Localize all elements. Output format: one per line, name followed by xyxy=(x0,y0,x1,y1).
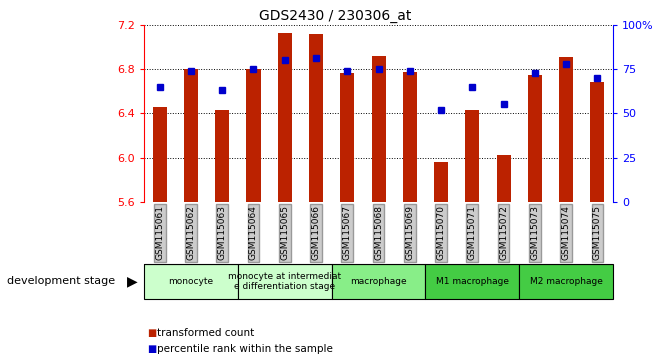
FancyBboxPatch shape xyxy=(519,264,613,299)
Bar xyxy=(434,162,448,202)
Text: GSM115072: GSM115072 xyxy=(499,205,508,260)
Bar xyxy=(403,72,417,202)
Text: GSM115075: GSM115075 xyxy=(593,205,602,260)
Text: GSM115071: GSM115071 xyxy=(468,205,477,260)
Text: macrophage: macrophage xyxy=(350,277,407,286)
FancyBboxPatch shape xyxy=(425,264,519,299)
FancyBboxPatch shape xyxy=(332,264,425,299)
Bar xyxy=(184,69,198,202)
Bar xyxy=(590,82,604,202)
Text: percentile rank within the sample: percentile rank within the sample xyxy=(157,344,334,354)
Bar xyxy=(466,110,480,202)
Text: GSM115069: GSM115069 xyxy=(405,205,414,260)
Bar xyxy=(247,69,261,202)
Text: GSM115061: GSM115061 xyxy=(155,205,164,260)
Text: M2 macrophage: M2 macrophage xyxy=(530,277,602,286)
Text: GSM115067: GSM115067 xyxy=(343,205,352,260)
Bar xyxy=(528,75,542,202)
Bar xyxy=(278,33,292,202)
Text: GSM115064: GSM115064 xyxy=(249,205,258,260)
Text: transformed count: transformed count xyxy=(157,328,255,338)
Text: GSM115070: GSM115070 xyxy=(437,205,446,260)
Bar xyxy=(559,57,573,202)
Bar xyxy=(215,110,229,202)
Text: GDS2430 / 230306_at: GDS2430 / 230306_at xyxy=(259,9,411,23)
Text: development stage: development stage xyxy=(7,276,115,286)
Text: ■: ■ xyxy=(147,328,157,338)
Text: M1 macrophage: M1 macrophage xyxy=(436,277,509,286)
Bar xyxy=(153,107,167,202)
FancyBboxPatch shape xyxy=(238,264,332,299)
Text: ▶: ▶ xyxy=(127,274,137,289)
Text: GSM115066: GSM115066 xyxy=(312,205,320,260)
Text: GSM115073: GSM115073 xyxy=(531,205,539,260)
Text: GSM115065: GSM115065 xyxy=(280,205,289,260)
Text: GSM115062: GSM115062 xyxy=(186,205,196,260)
Text: GSM115074: GSM115074 xyxy=(561,205,571,260)
FancyBboxPatch shape xyxy=(144,264,238,299)
Bar xyxy=(340,74,354,202)
Text: monocyte at intermediat
e differentiation stage: monocyte at intermediat e differentiatio… xyxy=(228,272,341,291)
Text: GSM115063: GSM115063 xyxy=(218,205,226,260)
Bar xyxy=(496,155,511,202)
Text: GSM115068: GSM115068 xyxy=(374,205,383,260)
Text: monocyte: monocyte xyxy=(168,277,214,286)
Bar xyxy=(372,56,386,202)
Bar xyxy=(309,34,323,202)
Text: ■: ■ xyxy=(147,344,157,354)
